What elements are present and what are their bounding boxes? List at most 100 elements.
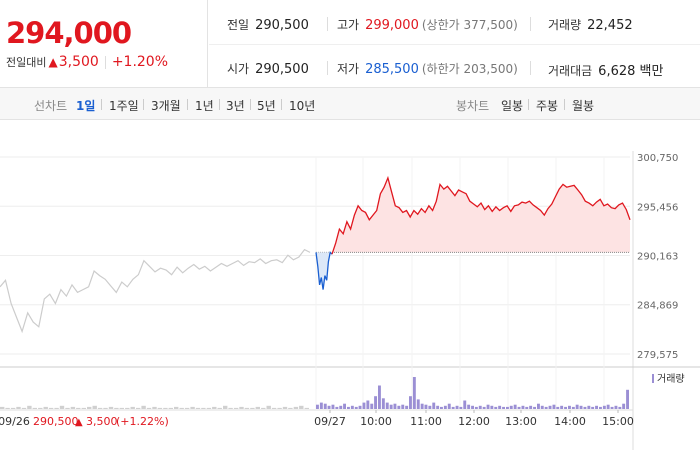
- volume-bar: [43, 406, 48, 409]
- volume-bar: [288, 407, 293, 409]
- volume-bar: [108, 406, 114, 409]
- volume-bar: [319, 402, 323, 409]
- volume-bar: [38, 407, 43, 409]
- volume-bar: [282, 406, 288, 409]
- divider: [564, 99, 565, 110]
- tab-3year[interactable]: 3년: [226, 99, 245, 113]
- x-axis-labels: 09/26 09/27 10:00 11:00 12:00 13:00 14:00 15:00: [0, 410, 634, 428]
- volume-bar: [54, 407, 59, 409]
- volume-bar: [381, 398, 385, 409]
- tab-1week[interactable]: 1주일: [109, 99, 139, 113]
- volume-bar: [343, 403, 346, 409]
- volume-bar: [412, 377, 416, 409]
- volume-bar: [228, 407, 233, 409]
- chart-tabs: 선차트 1일 1주일 3개월 1년 3년 5년 10년 봉차트 일봉 주봉 월봉: [0, 88, 700, 120]
- volume-bar: [606, 404, 610, 409]
- volume-bar: [347, 406, 350, 409]
- open-price: 시가 290,500: [227, 62, 309, 77]
- volume-bar: [533, 406, 536, 409]
- volume-bar: [564, 406, 567, 409]
- volume-bar: [136, 407, 141, 409]
- volume-bar: [358, 405, 362, 409]
- volume-bar: [157, 407, 163, 409]
- volume-bar: [354, 406, 358, 409]
- volume-bar: [250, 407, 255, 409]
- divider: [327, 17, 328, 31]
- volume-bar: [401, 404, 405, 409]
- low-price: 저가 285,500 (하한가 203,500): [337, 62, 518, 77]
- volume-bar: [432, 402, 436, 409]
- volume-legend-swatch: [652, 374, 654, 383]
- volume-bar: [525, 406, 529, 409]
- volume-bar: [146, 407, 152, 409]
- volume-bar: [389, 404, 393, 409]
- line-chart-label: 선차트: [34, 99, 68, 113]
- volume-bar: [125, 407, 130, 409]
- up-line: [331, 175, 631, 255]
- up-area-fill: [332, 177, 630, 255]
- volume-bar: [587, 405, 591, 409]
- volume-bar: [552, 404, 556, 409]
- volume-bar: [440, 406, 443, 409]
- volume-bar: [244, 407, 250, 409]
- price-box: 294,000 전일대비 ▲ 3,500 +1.20%: [0, 0, 208, 88]
- volume-bar: [59, 405, 65, 409]
- volume-bar: [266, 405, 271, 409]
- volume-bar: [48, 407, 54, 409]
- divider: [530, 61, 531, 75]
- volume-bar: [5, 407, 10, 409]
- y-tick-label: 300,750: [637, 153, 678, 164]
- volume-bar: [626, 389, 629, 409]
- volume-bar: [393, 403, 397, 409]
- volume-bar: [299, 405, 304, 409]
- volume-bar: [168, 407, 173, 409]
- volume-bar: [174, 406, 179, 409]
- tab-weekly-candle[interactable]: 주봉: [536, 99, 559, 113]
- tab-10year[interactable]: 10년: [289, 99, 316, 113]
- volume-bar: [16, 406, 21, 409]
- volume-bar: [478, 405, 482, 409]
- volume-bar: [517, 406, 521, 409]
- volume-bar: [591, 406, 595, 409]
- tab-monthly-candle[interactable]: 월봉: [572, 99, 595, 113]
- volume-bar: [575, 404, 579, 409]
- price-series: [0, 175, 631, 334]
- prev-day-percent: (+1.22%): [116, 415, 169, 428]
- volume-bar: [568, 405, 571, 409]
- x-tick-label: 11:00: [410, 415, 442, 428]
- volume-bar: [195, 407, 201, 409]
- divider: [219, 99, 220, 110]
- volume-bar: [362, 402, 366, 409]
- volume-bar: [455, 405, 459, 409]
- tab-daily-candle[interactable]: 일봉: [501, 99, 524, 113]
- change-label: 전일대비: [6, 56, 47, 69]
- volume-bar: [494, 406, 498, 409]
- volume-bar: [293, 406, 299, 409]
- tab-3month[interactable]: 3개월: [151, 99, 181, 113]
- prev-day-price: 290,500: [33, 415, 79, 428]
- volume-bar: [374, 396, 377, 409]
- volume-bar: [27, 405, 32, 409]
- volume-bar: [537, 403, 540, 409]
- volume-bar: [610, 406, 614, 409]
- volume-bar: [335, 406, 339, 409]
- tab-1day[interactable]: 1일: [76, 99, 96, 113]
- volume-bar: [114, 407, 119, 409]
- x-tick-label: 09/26: [0, 415, 30, 428]
- volume-bar: [103, 407, 108, 409]
- volume-bar: [339, 405, 343, 409]
- volume-bar: [141, 405, 146, 409]
- volume-bar: [571, 406, 575, 409]
- tab-1year[interactable]: 1년: [195, 99, 214, 113]
- volume-bar: [261, 407, 266, 409]
- volume-bar: [152, 406, 157, 409]
- volume-bar: [239, 406, 244, 409]
- volume-bar: [323, 403, 327, 409]
- volume-bar: [436, 405, 440, 409]
- y-tick-label: 279,575: [637, 350, 678, 361]
- quote-header: 294,000 전일대비 ▲ 3,500 +1.20% 전일 290,500 고…: [0, 0, 700, 88]
- volume-bar: [579, 405, 583, 409]
- tab-5year[interactable]: 5년: [257, 99, 276, 113]
- volume-bar: [65, 407, 70, 409]
- volume-bar: [366, 400, 370, 409]
